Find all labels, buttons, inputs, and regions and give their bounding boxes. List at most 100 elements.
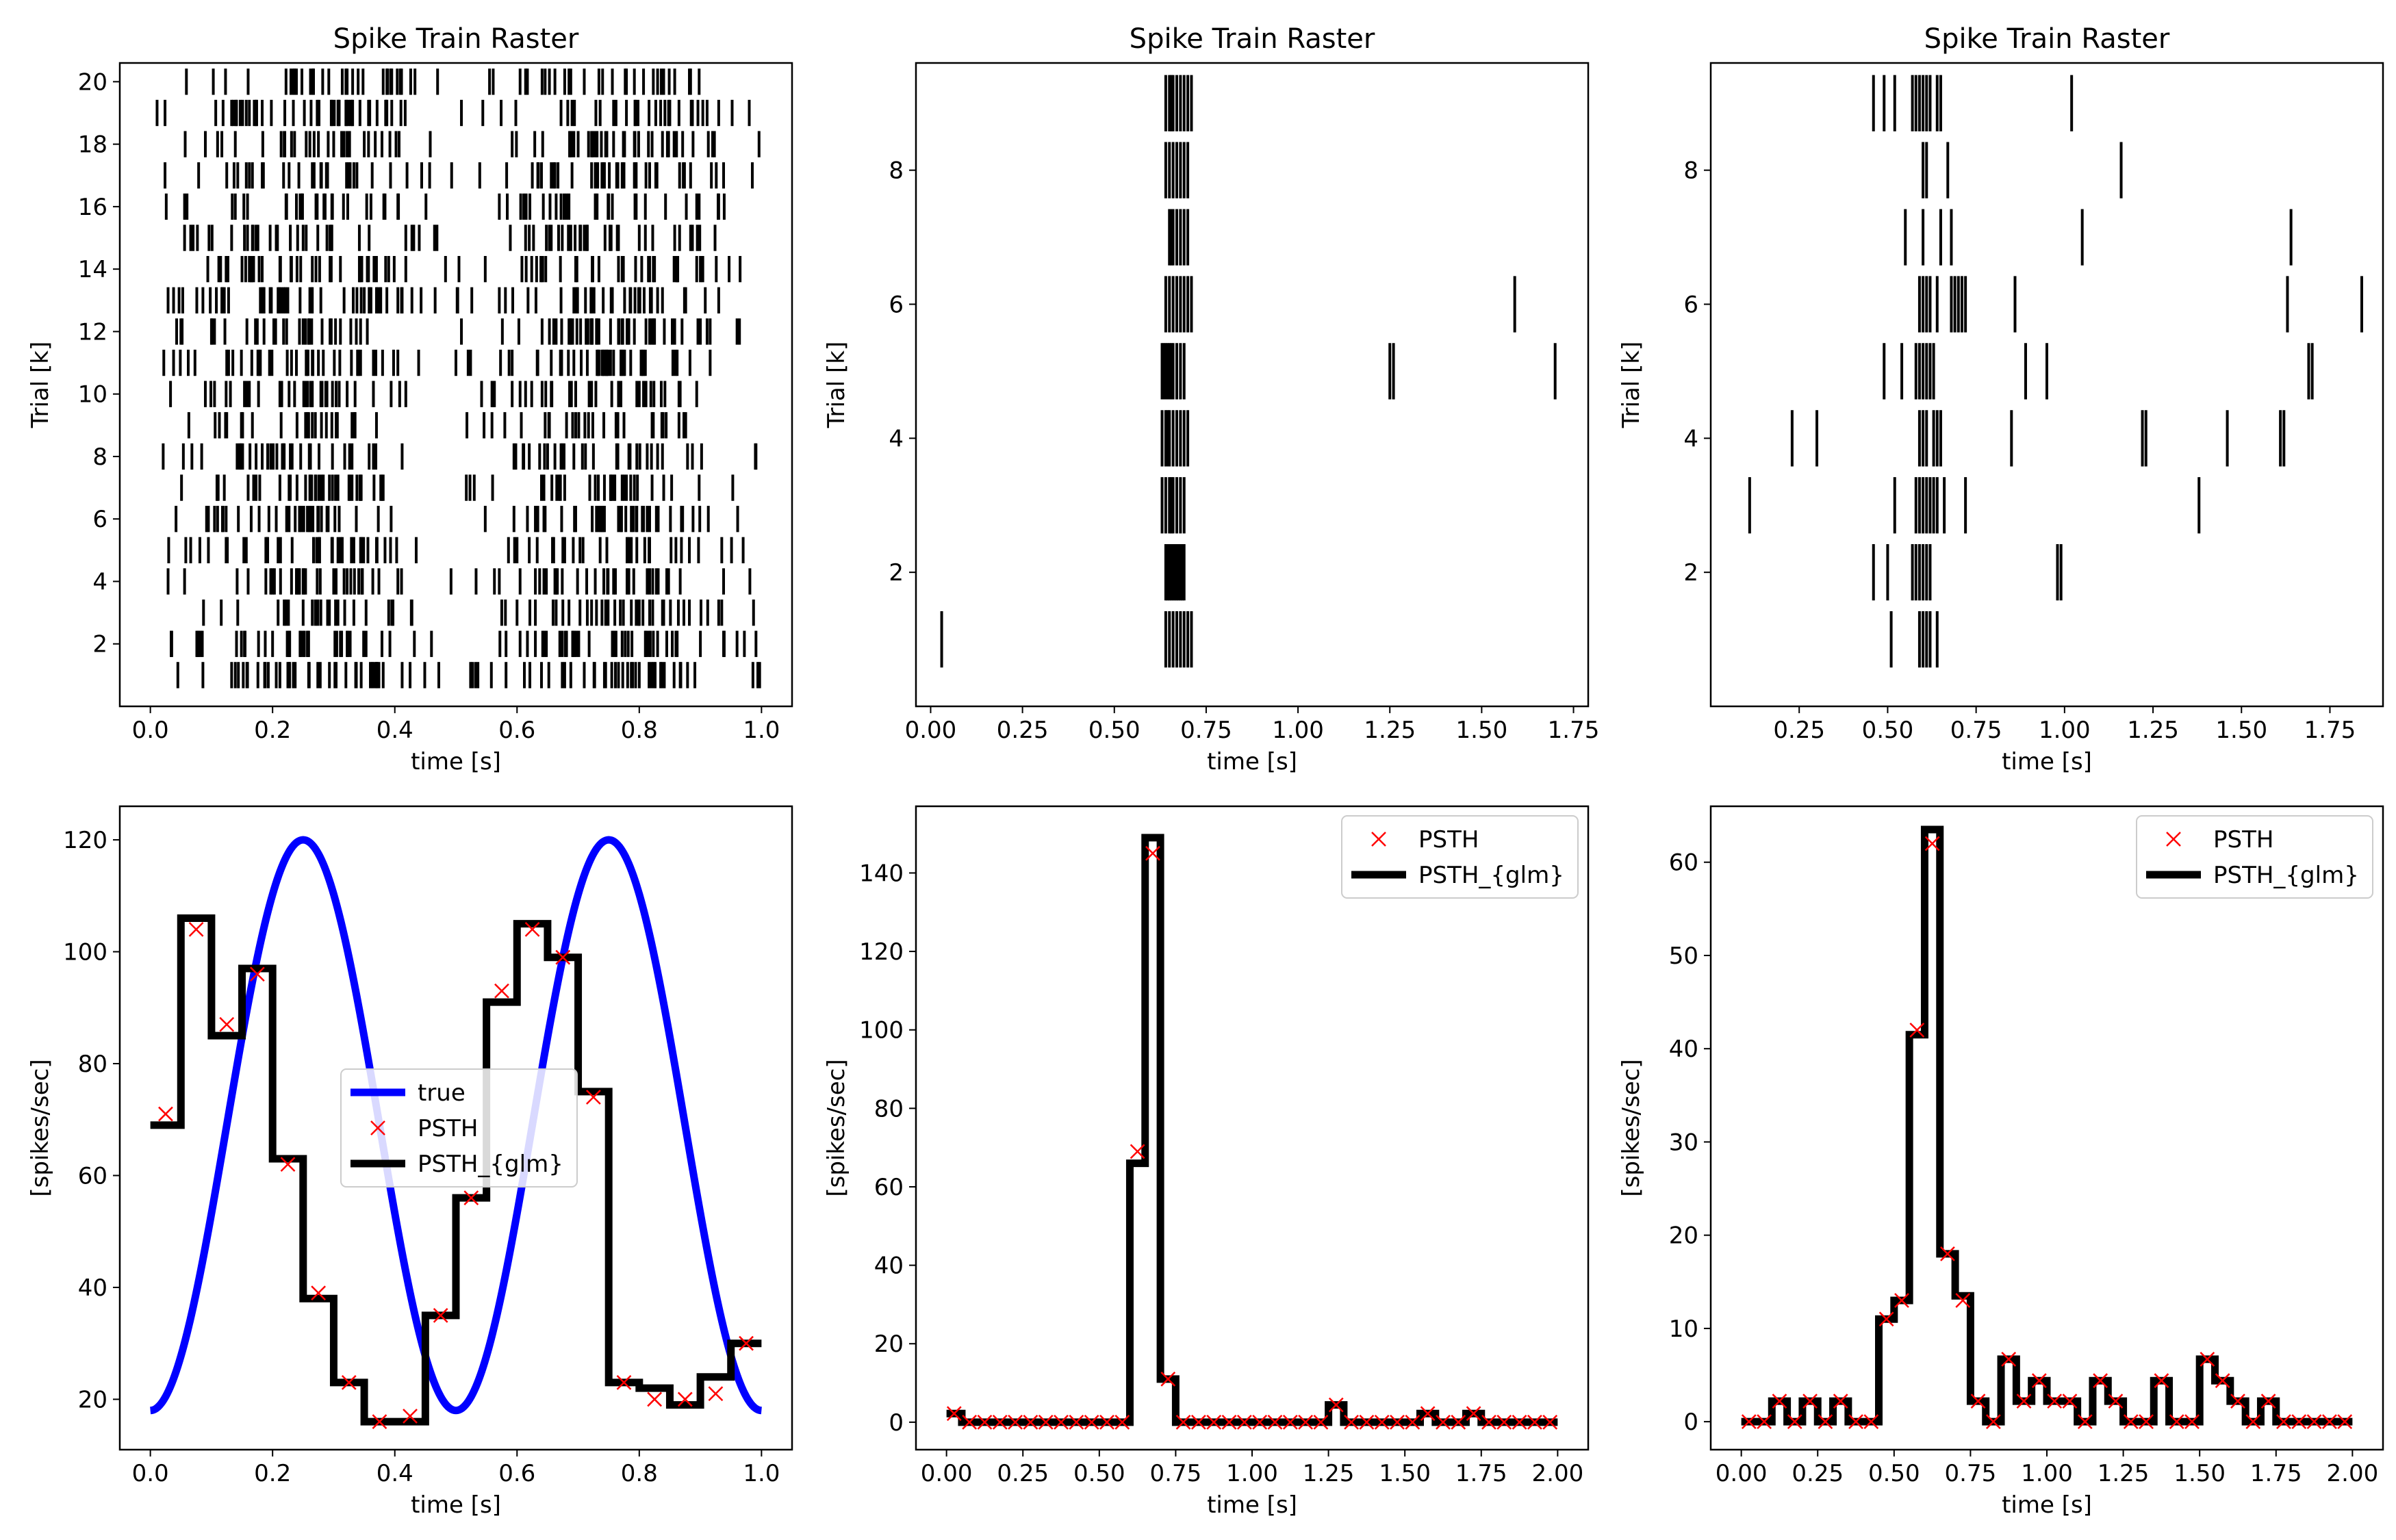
- psth-marker: [2200, 1351, 2215, 1367]
- psth-marker-stroke: [2047, 1394, 2063, 1409]
- psth-marker-stroke: [1267, 1414, 1283, 1430]
- x-tick-label: 0.00: [905, 717, 957, 744]
- legend-label: PSTH_{glm}: [2213, 862, 2359, 889]
- y-tick-label: 80: [874, 1095, 904, 1122]
- x-tick-label: 1.50: [1456, 717, 1508, 744]
- psth-marker-stroke: [2245, 1414, 2261, 1430]
- x-tick-label: 0.75: [1950, 717, 2002, 744]
- psth-marker-stroke: [2230, 1394, 2245, 1409]
- psth-marker: [946, 1406, 962, 1422]
- chart-3: 0.25 0.50 0.75 1.00 1.25 1.50 1.75 2 4 6 8 time [s]…: [1618, 23, 2384, 775]
- y-tick-label: 20: [78, 68, 107, 96]
- psth-marker-stroke: [1175, 1414, 1191, 1430]
- psth-marker: [1863, 1414, 1879, 1430]
- y-tick-label: 18: [78, 131, 107, 159]
- chart-4: 0.0 0.2 0.4 0.6 0.8 1.0 20 40 60 80 100 120 time [s]…: [27, 805, 793, 1519]
- psth-marker: [280, 1157, 296, 1172]
- y-tick-label: 0: [889, 1409, 904, 1437]
- y-tick-label: 8: [889, 157, 904, 185]
- psth-marker-stroke: [1374, 1414, 1390, 1430]
- x-tick-label: 1.25: [2098, 1460, 2150, 1487]
- psth-marker: [1741, 1414, 1757, 1430]
- psth-marker: [1206, 1414, 1222, 1430]
- x-tick-label: 0.8: [621, 717, 658, 744]
- psth-marker: [2306, 1414, 2322, 1430]
- x-tick-label: 0.0: [132, 1460, 169, 1487]
- chart-title: Spike Train Raster: [333, 23, 579, 55]
- psth-marker: [370, 1120, 385, 1135]
- y-tick-label: 20: [78, 1386, 107, 1413]
- psth-marker-stroke: [2169, 1414, 2184, 1430]
- psth-marker-stroke: [1160, 1371, 1176, 1387]
- y-tick-label: 120: [63, 827, 107, 854]
- psth-marker-stroke: [1542, 1414, 1558, 1430]
- psth-marker: [1282, 1414, 1298, 1430]
- psth-marker-stroke: [2184, 1414, 2200, 1430]
- y-axis-label: [spikes/sec]: [27, 1059, 54, 1196]
- psth-marker: [992, 1414, 1008, 1430]
- psth-marker: [1267, 1414, 1283, 1430]
- psth-marker-stroke: [494, 983, 509, 999]
- psth-marker: [708, 1386, 724, 1402]
- psth-marker-stroke: [403, 1409, 418, 1424]
- axes-frame: [915, 805, 1590, 1451]
- psth-marker: [1175, 1414, 1191, 1430]
- psth-marker-stroke: [311, 1285, 327, 1301]
- x-tick-label: 1.00: [1272, 717, 1324, 744]
- y-axis-label: [spikes/sec]: [823, 1059, 850, 1196]
- psth-marker-stroke: [2276, 1414, 2291, 1430]
- x-tick-label: 0.75: [1180, 717, 1232, 744]
- psth-marker: [1481, 1414, 1496, 1430]
- psth-marker-stroke: [1894, 1293, 1909, 1308]
- psth-marker: [219, 1016, 235, 1032]
- y-tick-label: 60: [1669, 849, 1698, 877]
- psth-marker-stroke: [1527, 1414, 1542, 1430]
- psth-marker-stroke: [977, 1414, 993, 1430]
- psth-marker-stroke: [1130, 1144, 1145, 1159]
- psth-marker: [555, 949, 571, 965]
- psth-marker: [1084, 1414, 1099, 1430]
- psth-marker-stroke: [992, 1414, 1008, 1430]
- psth-marker: [188, 921, 204, 937]
- psth-marker: [1359, 1414, 1375, 1430]
- psth-marker-stroke: [1496, 1414, 1512, 1430]
- psth-marker: [1527, 1414, 1542, 1430]
- psth-marker-stroke: [1069, 1414, 1084, 1430]
- x-tick-label: 1.50: [2215, 717, 2267, 744]
- psth-marker-stroke: [739, 1335, 754, 1351]
- chart-5: 0.00 0.25 0.50 0.75 1.00 1.25 1.50 1.75 2.00 0 20 4…: [823, 805, 1590, 1519]
- x-tick-label: 0.0: [132, 717, 169, 744]
- psth-marker: [2260, 1394, 2276, 1409]
- psth-marker: [1252, 1414, 1268, 1430]
- psth-marker-stroke: [1863, 1414, 1879, 1430]
- y-axis-label: Trial [k]: [1618, 342, 1645, 429]
- psth-marker: [2139, 1414, 2154, 1430]
- x-tick-label: 1.50: [2174, 1460, 2226, 1487]
- psth-marker: [2062, 1394, 2078, 1409]
- psth-marker: [1924, 836, 1940, 851]
- psth-marker: [2123, 1414, 2139, 1430]
- x-tick-label: 0.50: [1862, 717, 1914, 744]
- psth-marker-stroke: [2215, 1373, 2230, 1389]
- psth-marker-stroke: [249, 966, 265, 982]
- x-tick-label: 1.00: [2021, 1460, 2073, 1487]
- psth-marker-stroke: [524, 921, 540, 937]
- psth-marker-stroke: [280, 1157, 296, 1172]
- psth-marker-stroke: [1741, 1414, 1757, 1430]
- psth-marker: [1542, 1414, 1558, 1430]
- psth-marker-stroke: [2139, 1414, 2154, 1430]
- plot-area: [1741, 825, 2353, 1430]
- psth-marker: [1512, 1414, 1527, 1430]
- psth-marker-stroke: [1757, 1414, 1772, 1430]
- x-tick-label: 1.25: [2127, 717, 2179, 744]
- psth-marker: [647, 1391, 663, 1407]
- psth-marker: [1371, 832, 1386, 847]
- psth-marker-stroke: [1114, 1414, 1130, 1430]
- psth-marker: [1191, 1414, 1206, 1430]
- x-tick-label: 1.75: [2250, 1460, 2302, 1487]
- psth-marker: [463, 1190, 479, 1206]
- legend-label: PSTH: [418, 1115, 478, 1142]
- psth-marker: [2215, 1373, 2230, 1389]
- psth-marker: [2166, 832, 2181, 847]
